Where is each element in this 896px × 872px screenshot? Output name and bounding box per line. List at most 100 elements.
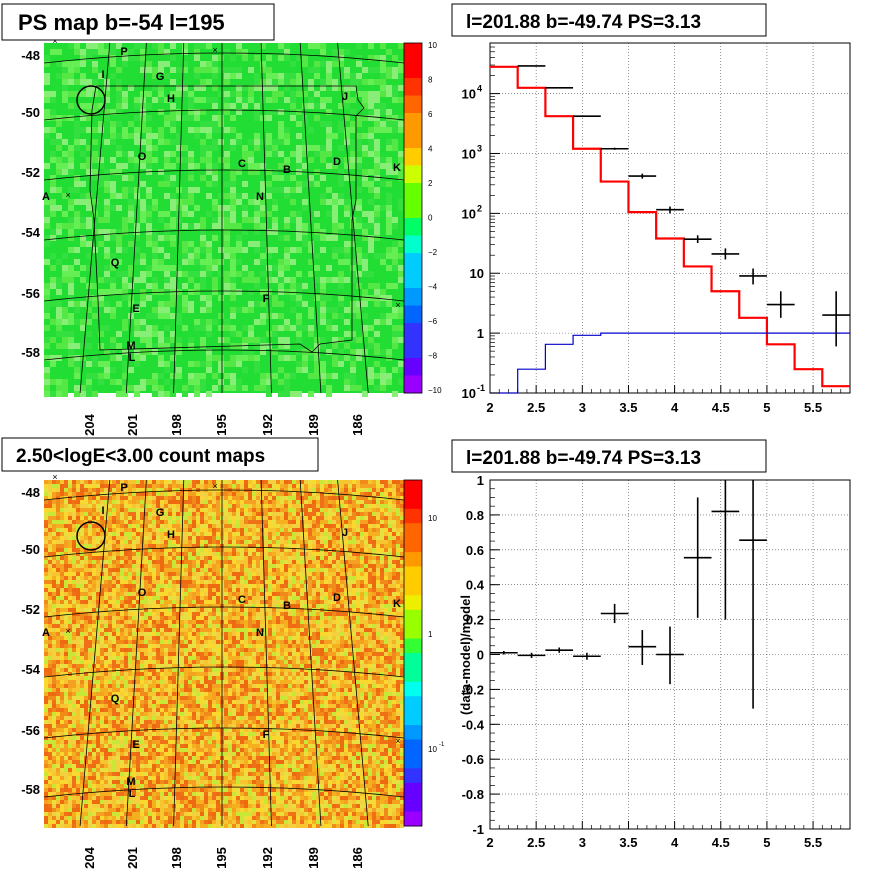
source-label: G	[156, 71, 165, 83]
latitude-line	[43, 727, 405, 739]
colorbar-segment	[404, 595, 422, 611]
spectrum-x-tick-label: 5	[763, 400, 770, 415]
residual-y-tick-label: -0.6	[462, 752, 484, 767]
longitude-tick-label: 189	[306, 847, 321, 869]
source-label: K	[393, 162, 401, 174]
colorbar-segment	[404, 270, 422, 289]
colorbar-segment	[404, 78, 422, 96]
colorbar-segment	[404, 130, 422, 149]
source-label: P	[120, 482, 127, 494]
spectrum-series	[490, 65, 850, 394]
colorbar-tick-label: −6	[428, 317, 438, 326]
ps-map-source-circle	[76, 85, 106, 115]
colorbar-segment	[404, 537, 422, 553]
count-map-axes: -48 -50 -52 -54 -56 -58 204 201 198 195 192 189 186	[21, 485, 365, 869]
source-label: L	[129, 788, 136, 800]
residual-y-tick-label: -1	[472, 822, 484, 837]
latitude-tick-label: -56	[21, 723, 40, 738]
source-label: D	[333, 156, 341, 168]
ps-map-colorbar: 10 8 6 4 2 0 −2 −4 −6 −8 −10	[403, 41, 442, 395]
source-label: F	[263, 729, 270, 741]
source-label: M	[126, 340, 135, 352]
residual-series	[490, 480, 767, 709]
residual-y-tick-label: -0.4	[462, 717, 485, 732]
spectrum-y-tick-exponent: 3	[477, 143, 482, 153]
colorbar-segment	[404, 60, 422, 79]
spectrum-title-box	[451, 3, 767, 37]
spectrum-y-tick-exponent: -1	[477, 383, 485, 393]
source-label: N	[256, 627, 264, 639]
source-label: O	[138, 587, 147, 599]
colorbar-segment	[404, 797, 422, 813]
count-map-source-labels: P I GH J O C B D K A N Q F E ML × × × ×	[42, 472, 401, 800]
residual-y-tick-label: 0.8	[466, 508, 484, 523]
longitude-tick-label: 201	[125, 414, 140, 436]
source-label: Q	[111, 257, 120, 269]
residual-x-tick-label: 2.5	[527, 835, 545, 850]
latitude-line	[43, 290, 405, 302]
colorbar-segment	[404, 681, 422, 697]
count-map-panel: P I GH J O C B D K A N Q F E ML × × × × -48 -50 -52 -54 -56 -58…	[1, 437, 445, 869]
source-label: C	[238, 594, 246, 606]
ps-map-region-outline	[89, 85, 365, 353]
colorbar-segment	[404, 494, 422, 510]
source-label: C	[238, 158, 246, 170]
latitude-tick-label: -54	[21, 225, 41, 240]
spectrum-y-tick-label: 10	[462, 87, 476, 102]
source-label: H	[167, 93, 175, 105]
colorbar-frame	[403, 479, 423, 827]
ps-map-source-labels: P I GH J O C B D K A N Q F E ML × × × ×	[42, 36, 401, 364]
residual-y-tick-label: -0.8	[462, 787, 484, 802]
latitude-line	[43, 786, 405, 798]
colorbar-segment	[404, 95, 422, 114]
latitude-line	[43, 229, 405, 241]
source-label: E	[132, 739, 139, 751]
colorbar-tick-exponent: -1	[439, 742, 445, 748]
residual-x-tick-label: 4	[671, 835, 679, 850]
spectrum-y-tick-label: 10	[462, 146, 476, 161]
colorbar-tick-label: 4	[428, 145, 433, 154]
count-map-texture	[44, 480, 404, 828]
latitude-line	[43, 52, 405, 64]
spectrum-x-tick-label: 5.5	[804, 400, 822, 415]
latitude-tick-label: -56	[21, 286, 40, 301]
longitude-tick-label: 201	[125, 847, 140, 869]
longitude-line	[337, 479, 369, 827]
latitude-tick-label: -50	[21, 105, 40, 120]
longitude-line	[125, 42, 147, 394]
spectrum-x-tick-label: 2	[486, 400, 493, 415]
source-label: B	[283, 164, 291, 176]
colorbar-frame	[403, 42, 423, 394]
source-label: M	[126, 776, 135, 788]
source-marker: ×	[65, 190, 70, 200]
source-label: G	[156, 507, 165, 519]
colorbar-tick-label: −4	[428, 283, 438, 292]
colorbar-segment	[404, 305, 422, 324]
spectrum-y-tick-label: 10	[462, 206, 476, 221]
residual-y-axis-label: (data-model)/model	[458, 595, 473, 715]
colorbar-tick-label: 0	[428, 214, 433, 223]
colorbar-segment	[404, 624, 422, 640]
colorbar-segment	[404, 183, 422, 201]
longitude-line	[125, 479, 147, 827]
residual-y-tick-label: 0.4	[466, 578, 485, 593]
source-label: I	[101, 505, 104, 517]
colorbar-segment	[404, 508, 422, 524]
count-map-title: 2.50<logE<3.00 count maps	[16, 446, 265, 467]
latitude-tick-label: -48	[21, 485, 40, 500]
longitude-tick-label: 198	[169, 414, 184, 436]
colorbar-segment	[404, 811, 422, 827]
source-label: A	[42, 627, 50, 639]
colorbar-tick-label: 2	[428, 179, 433, 188]
source-label: Q	[111, 693, 120, 705]
source-label: J	[342, 91, 348, 103]
ps-map-panel: P I GH J O C B D K A N Q F E ML × × × × -48 -50 -52 -54 -56 -58…	[1, 3, 442, 436]
spectrum-x-tick-label: 3.5	[619, 400, 637, 415]
latitude-line	[43, 606, 405, 618]
colorbar-tick-label: 10	[428, 745, 437, 754]
source-label: H	[167, 529, 175, 541]
colorbar-segment	[404, 200, 422, 219]
colorbar-segment	[404, 340, 422, 359]
